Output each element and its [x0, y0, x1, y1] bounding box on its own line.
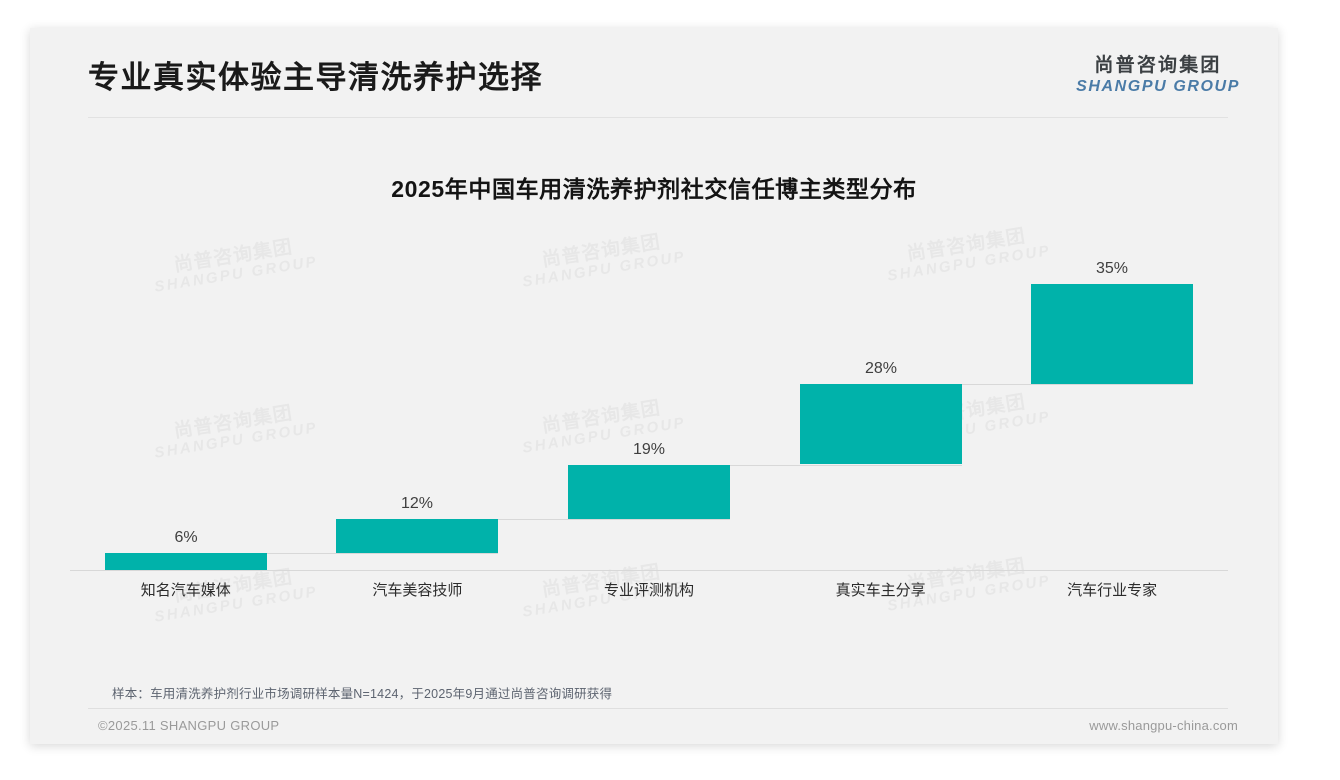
slide-header: 专业真实体验主导清洗养护选择 尚普咨询集团 SHANGPU GROUP: [30, 28, 1278, 118]
watermark-en: SHANGPU GROUP: [153, 419, 320, 462]
chart-title: 2025年中国车用清洗养护剂社交信任博主类型分布: [391, 176, 917, 202]
watermark: 尚普咨询集团 SHANGPU GROUP: [883, 222, 1052, 285]
watermark-cn: 尚普咨询集团: [540, 397, 663, 438]
category-label: 知名汽车媒体: [140, 582, 231, 599]
footer-website: www.shangpu-china.com: [1089, 718, 1238, 733]
watermark-en: SHANGPU GROUP: [521, 248, 688, 291]
category-label: 专业评测机构: [603, 582, 694, 599]
watermark: 尚普咨询集团 SHANGPU GROUP: [518, 228, 687, 291]
page-title: 专业真实体验主导清洗养护选择: [88, 60, 543, 95]
brand-logo-cn: 尚普咨询集团: [1094, 55, 1222, 76]
header-divider: [88, 117, 1228, 118]
bar-value-label: 35%: [1095, 260, 1129, 277]
chart-bar: [1031, 284, 1193, 384]
waterfall-connector: [336, 519, 730, 520]
watermark-cn: 尚普咨询集团: [905, 225, 1028, 266]
slide-card: 尚普咨询集团 SHANGPU GROUP 尚普咨询集团 SHANGPU GROU…: [30, 28, 1278, 744]
chart-bar: [105, 553, 267, 570]
watermark-layer: 尚普咨询集团 SHANGPU GROUP 尚普咨询集团 SHANGPU GROU…: [30, 28, 1278, 744]
bar-value-label: 28%: [864, 360, 898, 377]
watermark-cn: 尚普咨询集团: [172, 236, 295, 277]
chart-baseline: [70, 570, 1228, 571]
brand-logo-en: SHANGPU GROUP: [1076, 77, 1240, 95]
category-label: 汽车美容技师: [372, 582, 463, 599]
footer-divider: [88, 708, 1228, 709]
bar-value-label: 12%: [400, 495, 434, 512]
waterfall-connector: [568, 465, 962, 466]
chart-bar: [568, 465, 730, 519]
bar-value-label: 19%: [632, 441, 666, 458]
brand-logo: 尚普咨询集团 SHANGPU GROUP: [1076, 55, 1240, 95]
chart-footnote: 样本：车用清洗养护剂行业市场调研样本量N=1424，于2025年9月通过尚普咨询…: [112, 687, 613, 701]
watermark-en: SHANGPU GROUP: [886, 242, 1053, 285]
watermark-cn: 尚普咨询集团: [540, 231, 663, 272]
watermark: 尚普咨询集团 SHANGPU GROUP: [150, 233, 319, 296]
bar-value-label: 6%: [174, 529, 198, 546]
category-label: 汽车行业专家: [1067, 582, 1158, 599]
watermark: 尚普咨询集团 SHANGPU GROUP: [150, 399, 319, 462]
category-label: 真实车主分享: [835, 582, 926, 599]
chart-bar: [336, 519, 498, 553]
watermark-cn: 尚普咨询集团: [172, 402, 295, 443]
waterfall-connector: [800, 384, 1193, 385]
waterfall-connector: [105, 553, 498, 554]
chart-bar: [800, 384, 962, 464]
footer-copyright: ©2025.11 SHANGPU GROUP: [98, 718, 280, 733]
watermark-en: SHANGPU GROUP: [153, 253, 320, 296]
